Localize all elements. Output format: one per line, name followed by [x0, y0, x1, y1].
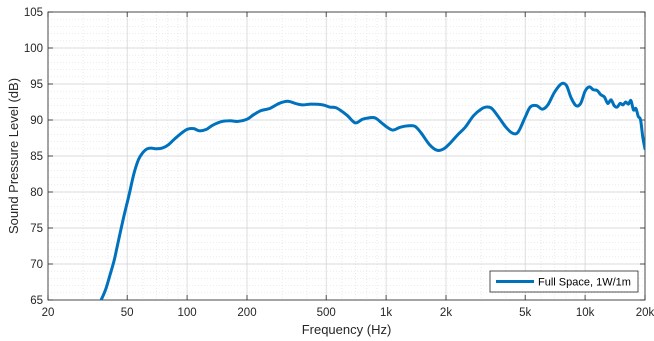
x-tick-label: 20k: [636, 307, 654, 319]
x-tick-label: 200: [237, 307, 256, 319]
x-tick-label: 5k: [519, 307, 531, 319]
y-axis-label: Sound Pressure Level (dB): [6, 78, 21, 234]
y-tick-label: 95: [30, 79, 43, 91]
x-tick-label: 10k: [576, 307, 595, 319]
tick-marks: [47, 11, 646, 301]
x-tick-label: 100: [178, 307, 197, 319]
y-tick-label: 105: [24, 7, 43, 19]
x-tick-label: 1k: [380, 307, 392, 319]
series-line: [99, 81, 645, 300]
y-tick-label: 85: [30, 151, 43, 163]
x-tick-label: 2k: [440, 307, 452, 319]
y-tick-label: 70: [30, 259, 43, 271]
x-tick-label: 20: [42, 307, 55, 319]
y-tick-label: 100: [24, 43, 43, 55]
series-layer: [99, 81, 645, 300]
legend: Full Space, 1W/1m: [489, 270, 639, 293]
legend-box: [489, 270, 639, 293]
x-tick-label: 50: [121, 307, 134, 319]
y-tick-label: 75: [30, 223, 43, 235]
x-axis-label: Frequency (Hz): [302, 322, 392, 337]
x-tick-label: 500: [317, 307, 336, 319]
legend-label: Full Space, 1W/1m: [538, 277, 631, 289]
y-tick-label: 80: [30, 187, 43, 199]
y-tick-label: 65: [30, 295, 43, 307]
y-tick-label: 90: [30, 115, 43, 127]
y-tick-labels: 65 70 75 80 85 90 95 100 105: [24, 7, 43, 307]
x-tick-labels: 20 50 100 200 500 1k 2k 5k 10k 20k: [42, 307, 654, 319]
